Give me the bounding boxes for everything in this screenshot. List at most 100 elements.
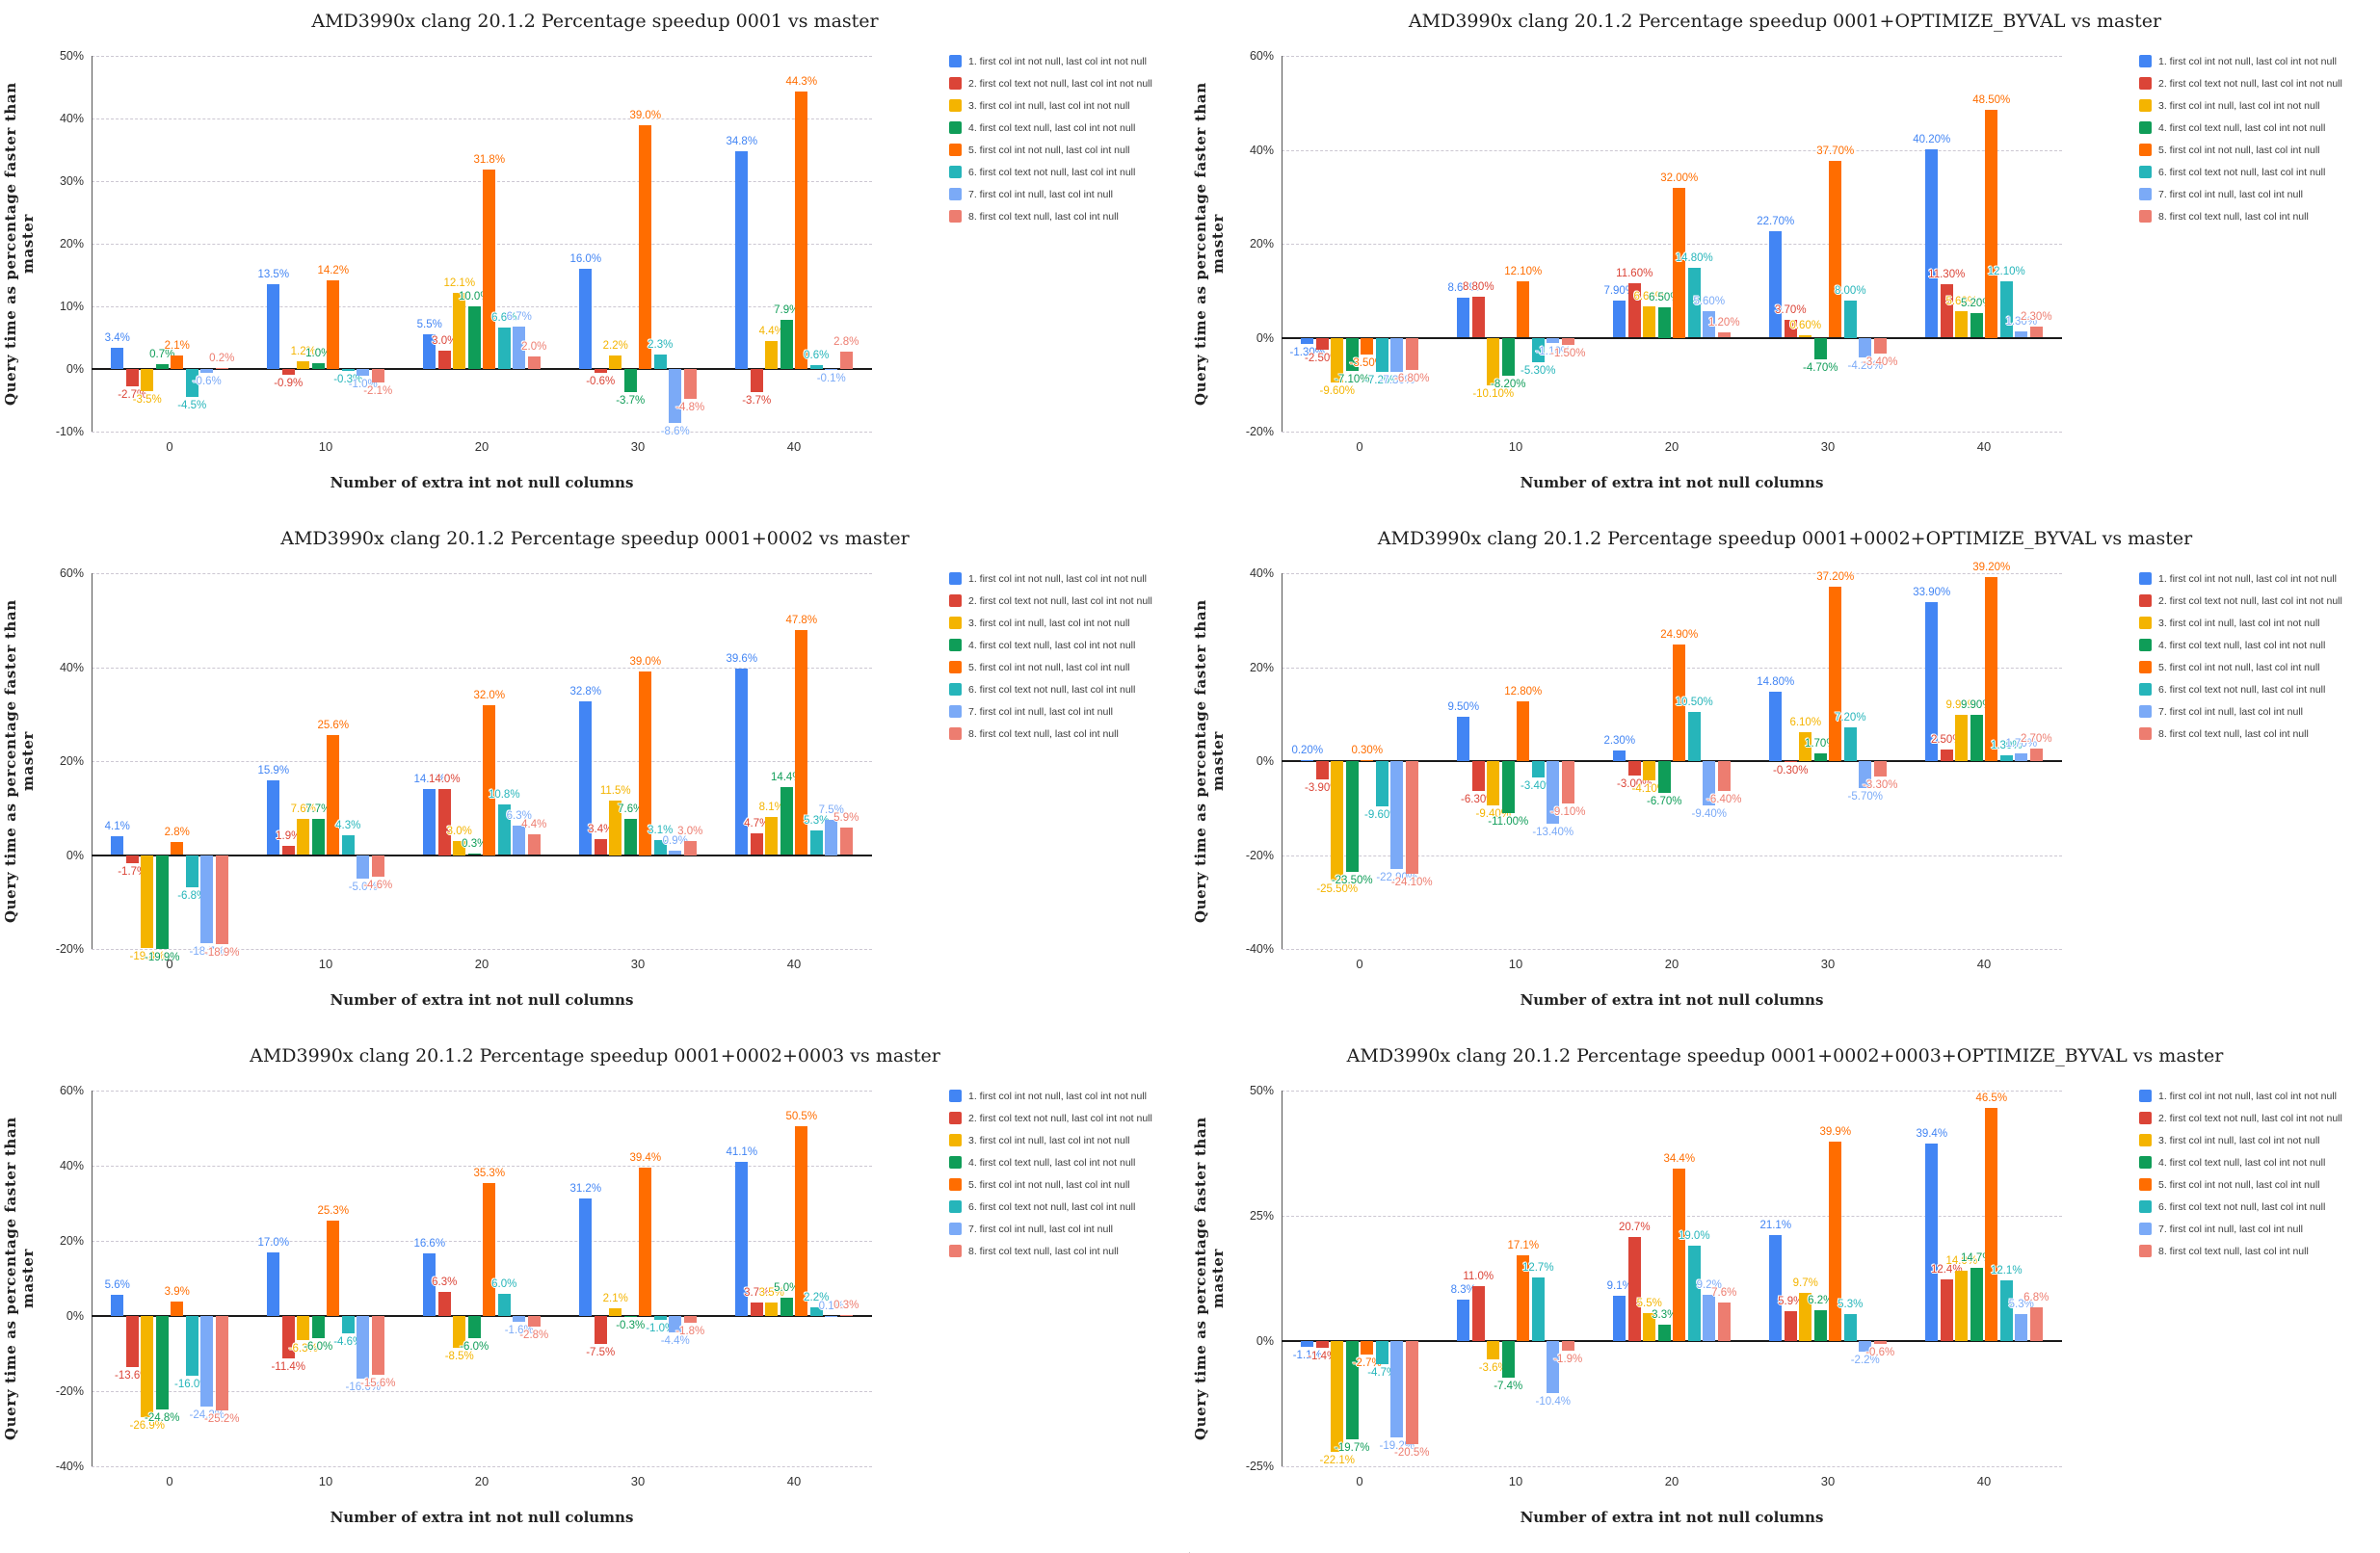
bar[interactable] — [623, 819, 637, 855]
bar[interactable] — [795, 92, 808, 369]
bar[interactable] — [653, 1316, 667, 1320]
bar[interactable] — [1301, 1341, 1314, 1347]
bar[interactable] — [1970, 313, 1983, 338]
legend-item[interactable]: 5. first col int not null, last col int … — [2139, 139, 2378, 161]
bar[interactable] — [1547, 337, 1560, 343]
bar[interactable] — [141, 855, 154, 949]
bar[interactable] — [327, 734, 340, 855]
bar[interactable] — [825, 1315, 838, 1317]
bar[interactable] — [371, 369, 384, 382]
legend-item[interactable]: 3. first col int null, last col int not … — [2139, 94, 2378, 117]
legend-item[interactable]: 7. first col int null, last col int null — [2139, 700, 2378, 723]
bar[interactable] — [683, 840, 697, 855]
legend-item[interactable]: 4. first col text null, last col int not… — [2139, 117, 2378, 139]
bar[interactable] — [623, 369, 637, 393]
bar[interactable] — [357, 369, 370, 376]
bar[interactable] — [795, 1126, 808, 1316]
bar[interactable] — [453, 1316, 466, 1349]
bar[interactable] — [1315, 1341, 1329, 1349]
bar[interactable] — [1843, 726, 1857, 761]
bar[interactable] — [527, 834, 541, 855]
bar[interactable] — [125, 855, 139, 863]
bar[interactable] — [1813, 337, 1827, 360]
bar[interactable] — [125, 369, 139, 386]
legend-item[interactable]: 4. first col text null, last col int not… — [2139, 1151, 2378, 1173]
bar[interactable] — [513, 1316, 526, 1323]
bar[interactable] — [1970, 1267, 1983, 1341]
bar[interactable] — [1717, 331, 1731, 338]
bar[interactable] — [297, 819, 310, 855]
bar[interactable] — [497, 328, 511, 369]
bar[interactable] — [750, 1302, 763, 1316]
bar[interactable] — [1501, 337, 1515, 377]
bar[interactable] — [1813, 1309, 1827, 1341]
bar[interactable] — [1999, 1280, 2013, 1341]
bar[interactable] — [639, 124, 652, 369]
bar[interactable] — [281, 1316, 295, 1359]
bar[interactable] — [1843, 300, 1857, 338]
bar[interactable] — [780, 1297, 793, 1316]
bar[interactable] — [639, 1168, 652, 1316]
legend-item[interactable]: 6. first col text not null, last col int… — [2139, 678, 2378, 700]
legend-item[interactable]: 4. first col text null, last col int not… — [2139, 634, 2378, 656]
bar[interactable] — [371, 1316, 384, 1375]
bar[interactable] — [423, 334, 436, 369]
bar[interactable] — [1643, 1313, 1656, 1341]
bar[interactable] — [215, 367, 228, 369]
bar[interactable] — [1331, 761, 1344, 882]
bar[interactable] — [825, 369, 838, 370]
bar[interactable] — [1970, 714, 1983, 761]
bar[interactable] — [423, 1253, 436, 1316]
bar[interactable] — [1361, 759, 1374, 761]
bar[interactable] — [1985, 1108, 1998, 1341]
legend-item[interactable]: 8. first col text null, last col int nul… — [949, 205, 1188, 227]
bar[interactable] — [437, 789, 451, 855]
legend-item[interactable]: 3. first col int null, last col int not … — [949, 1129, 1188, 1151]
bar[interactable] — [497, 803, 511, 855]
legend-item[interactable]: 4. first col text null, last col int not… — [949, 1151, 1188, 1173]
legend-item[interactable]: 4. first col text null, last col int not… — [949, 117, 1188, 139]
bar[interactable] — [1769, 691, 1783, 761]
legend-item[interactable]: 8. first col text null, last col int nul… — [949, 723, 1188, 745]
legend-item[interactable]: 8. first col text null, last col int nul… — [2139, 205, 2378, 227]
legend-item[interactable]: 5. first col int not null, last col int … — [949, 139, 1188, 161]
bar[interactable] — [1673, 187, 1686, 338]
bar[interactable] — [1873, 761, 1887, 777]
bar[interactable] — [1799, 732, 1812, 761]
bar[interactable] — [297, 361, 310, 369]
bar[interactable] — [155, 364, 169, 369]
bar[interactable] — [497, 1293, 511, 1316]
legend-item[interactable]: 7. first col int null, last col int null — [949, 1218, 1188, 1240]
bar[interactable] — [579, 700, 593, 855]
legend-item[interactable]: 1. first col int not null, last col int … — [2139, 1085, 2378, 1107]
legend-item[interactable]: 5. first col int not null, last col int … — [2139, 1173, 2378, 1196]
legend-item[interactable]: 7. first col int null, last col int null — [2139, 1218, 2378, 1240]
bar[interactable] — [1531, 337, 1545, 363]
bar[interactable] — [1873, 1341, 1887, 1345]
bar[interactable] — [1613, 750, 1626, 761]
bar[interactable] — [1703, 761, 1716, 805]
bar[interactable] — [669, 369, 682, 423]
legend-item[interactable]: 1. first col int not null, last col int … — [2139, 567, 2378, 590]
bar[interactable] — [200, 369, 214, 373]
bar[interactable] — [311, 1316, 325, 1339]
bar[interactable] — [267, 284, 280, 369]
bar[interactable] — [1345, 1341, 1359, 1440]
bar[interactable] — [1657, 306, 1671, 338]
bar[interactable] — [765, 1303, 779, 1316]
bar[interactable] — [780, 787, 793, 855]
bar[interactable] — [341, 1316, 355, 1333]
bar[interactable] — [1345, 761, 1359, 872]
bar[interactable] — [1925, 601, 1939, 761]
legend-item[interactable]: 1. first col int not null, last col int … — [949, 1085, 1188, 1107]
bar[interactable] — [1627, 761, 1641, 776]
bar[interactable] — [513, 327, 526, 369]
bar[interactable] — [1687, 711, 1701, 761]
legend-item[interactable]: 2. first col text not null, last col int… — [949, 1107, 1188, 1129]
bar[interactable] — [483, 1183, 496, 1316]
bar[interactable] — [1517, 280, 1530, 338]
bar[interactable] — [1547, 761, 1560, 825]
bar[interactable] — [669, 1316, 682, 1333]
legend-item[interactable]: 3. first col int null, last col int not … — [2139, 1129, 2378, 1151]
bar[interactable] — [141, 1316, 154, 1417]
